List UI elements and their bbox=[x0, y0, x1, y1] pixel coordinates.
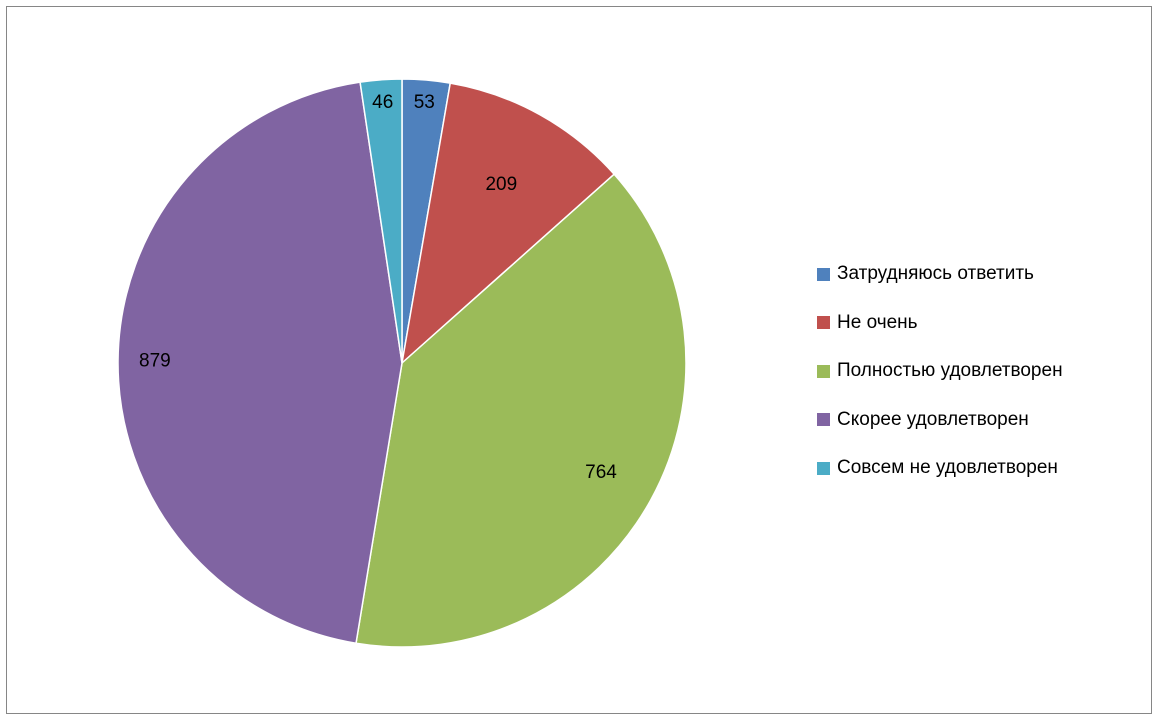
data-label-1: 53 bbox=[414, 92, 435, 113]
legend-item-3: Полностью удовлетворен bbox=[817, 359, 1063, 383]
legend-label: Затрудняюсь ответить bbox=[837, 263, 1034, 284]
data-label-2: 209 bbox=[485, 174, 517, 195]
pie-data-labels: 53 209 764 879 46 bbox=[139, 92, 617, 483]
pie-slice-4 bbox=[117, 81, 403, 645]
data-label-4: 879 bbox=[139, 351, 171, 372]
legend-item-5: Совсем не удовлетворен bbox=[817, 456, 1063, 480]
pie-slices bbox=[117, 78, 687, 648]
legend-label: Не очень bbox=[837, 311, 918, 333]
legend-label: Совсем не удовлетворен bbox=[837, 457, 1058, 478]
legend-item-1: Затрудняюсь ответить bbox=[817, 262, 1063, 286]
data-label-3: 764 bbox=[585, 462, 617, 483]
data-label-5: 46 bbox=[372, 92, 393, 113]
legend-label: Полностью удовлетворен bbox=[837, 360, 1063, 381]
legend-item-2: Не очень bbox=[817, 311, 1063, 335]
pie-slice-3 bbox=[355, 173, 687, 648]
chart-frame: 53 209 764 879 46 Затрудняюсь ответить Не оче… bbox=[6, 6, 1152, 714]
legend-swatch bbox=[817, 316, 830, 329]
pie-slice-2 bbox=[400, 82, 616, 365]
legend-item-4: Скорее удовлетворен bbox=[817, 408, 1063, 432]
chart-legend: Затрудняюсь ответить Не очень Полностью уд… bbox=[817, 262, 1063, 505]
legend-swatch bbox=[817, 413, 830, 426]
legend-label: Скорее удовлетворен bbox=[837, 408, 1029, 430]
legend-swatch bbox=[817, 364, 830, 378]
legend-swatch bbox=[817, 267, 830, 281]
pie-slice-5 bbox=[359, 78, 403, 364]
legend-swatch bbox=[817, 461, 830, 475]
pie-chart: 53 209 764 879 46 bbox=[117, 78, 687, 648]
